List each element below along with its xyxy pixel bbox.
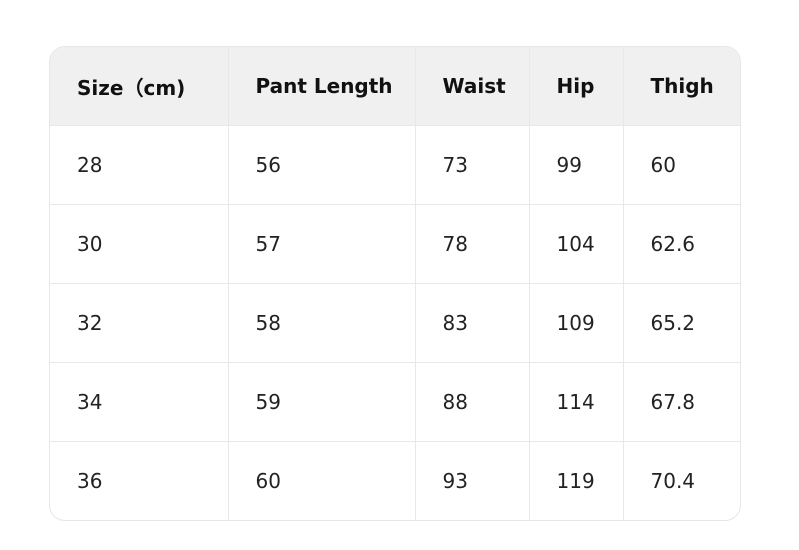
cell-hip: 109 [529, 283, 624, 363]
cell-pant-length: 56 [228, 125, 416, 205]
cell-waist: 83 [415, 283, 530, 363]
cell-pant-length: 60 [228, 441, 416, 520]
header-hip: Hip [529, 47, 624, 126]
table-row: 30 57 78 104 62.6 [50, 204, 740, 284]
cell-waist: 73 [415, 125, 530, 205]
cell-hip: 99 [529, 125, 624, 205]
cell-pant-length: 59 [228, 362, 416, 442]
cell-hip: 114 [529, 362, 624, 442]
table-row: 34 59 88 114 67.8 [50, 362, 740, 442]
cell-size: 34 [50, 362, 229, 442]
header-waist: Waist [415, 47, 530, 126]
header-pant-length: Pant Length [228, 47, 416, 126]
table-row: 32 58 83 109 65.2 [50, 283, 740, 363]
cell-waist: 88 [415, 362, 530, 442]
cell-thigh: 67.8 [623, 362, 740, 442]
table-row: 28 56 73 99 60 [50, 125, 740, 205]
header-size: Size（cm) [50, 47, 229, 126]
table-row: 36 60 93 119 70.4 [50, 441, 740, 520]
cell-thigh: 70.4 [650, 469, 696, 493]
size-chart-table: Size（cm) Pant Length Waist Hip Thigh 28 5… [50, 47, 740, 520]
cell-pant-length: 58 [228, 283, 416, 363]
cell-waist: 93 [415, 441, 530, 520]
cell-pant-length: 57 [228, 204, 416, 284]
cell-size: 28 [50, 125, 229, 205]
cell-thigh: 62.6 [623, 204, 740, 284]
header-thigh: Thigh [623, 47, 740, 126]
cell-hip: 104 [529, 204, 624, 284]
header-row: Size（cm) Pant Length Waist Hip Thigh [50, 47, 740, 126]
cell-size: 30 [50, 204, 229, 284]
cell-size: 36 [50, 441, 229, 520]
cell-thigh: 65.2 [623, 283, 740, 363]
cell-size: 32 [50, 283, 229, 363]
cell-thigh: 60 [623, 125, 740, 205]
size-chart-table-container: Size（cm) Pant Length Waist Hip Thigh 28 5… [49, 46, 741, 521]
cell-waist: 78 [415, 204, 530, 284]
cell-hip: 119 [529, 441, 624, 520]
